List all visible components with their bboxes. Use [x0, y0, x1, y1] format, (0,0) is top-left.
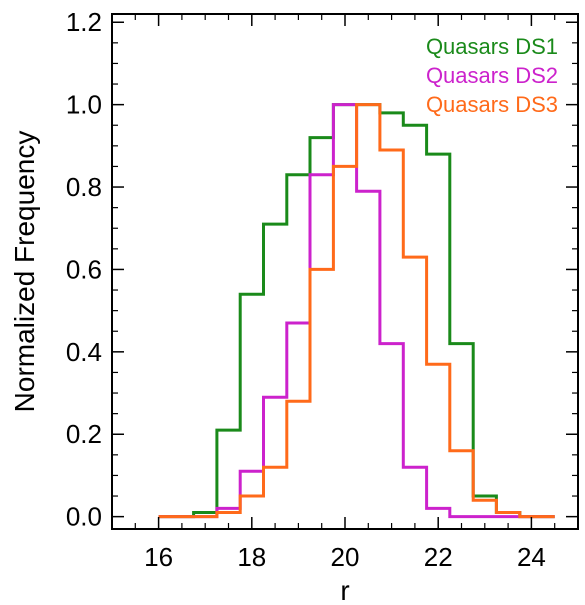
y-tick-label: 0.2 — [66, 419, 102, 449]
series-line-ds2 — [158, 103, 555, 519]
series-layer — [158, 103, 555, 519]
x-tick-label: 20 — [331, 542, 360, 572]
y-tick-label: 1.0 — [66, 90, 102, 120]
legend-entry-ds2: Quasars DS2 — [426, 63, 558, 88]
y-tick-label: 1.2 — [66, 7, 102, 37]
y-tick-label: 0.4 — [66, 337, 102, 367]
x-tick-label: 22 — [424, 542, 453, 572]
ticks-layer: 16 18 20 22 24 0.0 0.2 0.4 0.6 0.8 1.0 1.2 — [66, 7, 578, 572]
x-axis-title: r — [340, 575, 349, 605]
x-tick-label: 18 — [237, 542, 266, 572]
legend: Quasars DS1 Quasars DS2 Quasars DS3 — [426, 34, 558, 117]
series-line-ds3 — [158, 103, 555, 519]
legend-entry-ds1: Quasars DS1 — [426, 34, 558, 59]
y-tick-label: 0.8 — [66, 172, 102, 202]
x-tick-label: 16 — [144, 542, 173, 572]
x-tick-label: 24 — [517, 542, 546, 572]
legend-entry-ds3: Quasars DS3 — [426, 92, 558, 117]
y-tick-label: 0.0 — [66, 502, 102, 532]
y-axis-title: Normalized Frequency — [9, 131, 40, 413]
y-tick-label: 0.6 — [66, 254, 102, 284]
